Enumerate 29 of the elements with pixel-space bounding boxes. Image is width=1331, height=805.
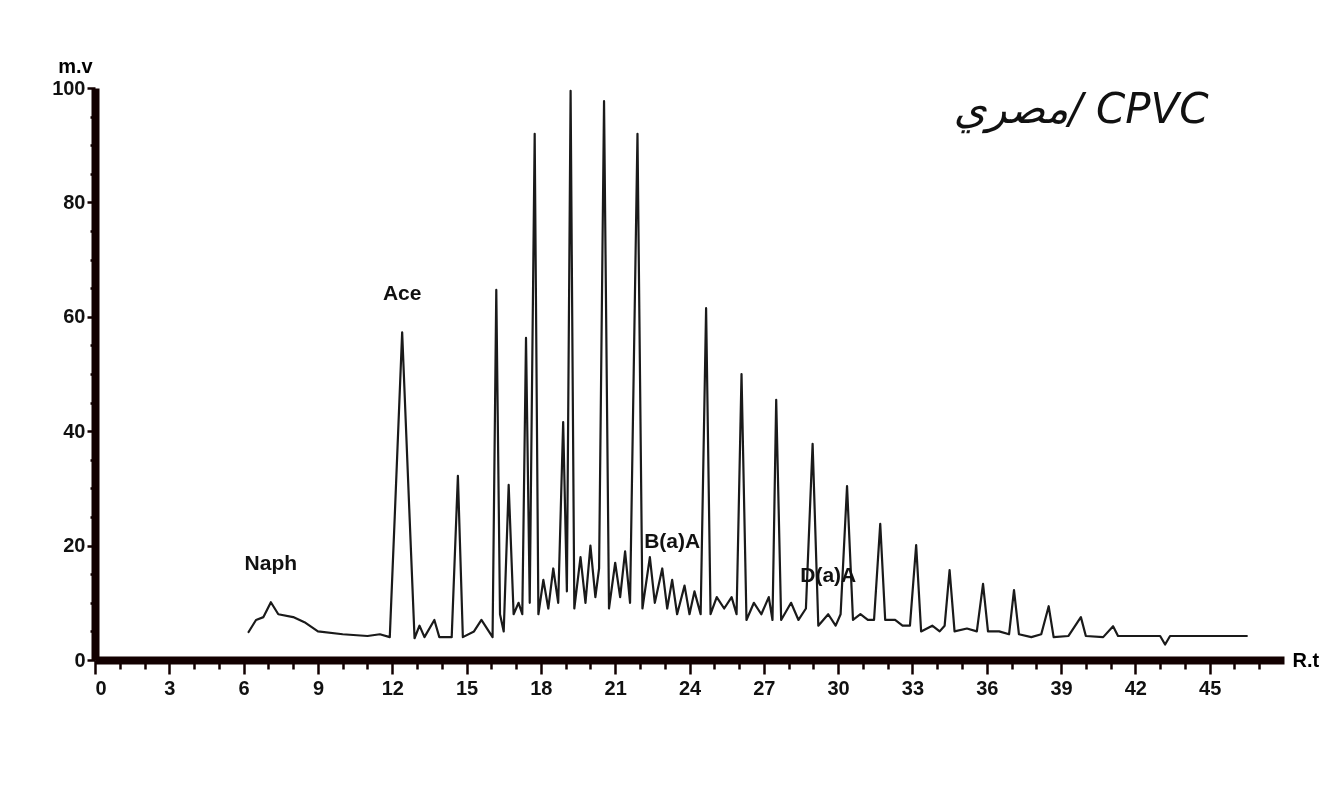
x-tick-label: 12 (381, 676, 404, 699)
annotation: Ace (382, 281, 422, 305)
x-tick-label: 24 (678, 676, 702, 699)
x-tick-label: 39 (1050, 676, 1073, 699)
x-tick-label: 6 (238, 676, 250, 699)
x-tick-label: 33 (901, 676, 925, 699)
y-tick-label: 20 (63, 534, 86, 557)
y-tick-label: 0 (74, 648, 86, 671)
x-tick-label: 18 (530, 676, 553, 699)
annotation: Naph (244, 551, 298, 575)
x-tick-label: 27 (753, 676, 776, 699)
chart-title: مصري/ CPVC (953, 84, 1210, 134)
x-tick-label: 3 (164, 676, 176, 699)
x-tick-label: 45 (1199, 676, 1222, 699)
y-tick-label: 60 (63, 305, 86, 328)
x-tick-label: 15 (455, 676, 479, 699)
y-tick-label: 100 (52, 76, 86, 99)
y-axis-title: m.v (58, 54, 94, 77)
x-tick-label: 30 (827, 676, 850, 699)
x-tick-label: 21 (604, 676, 627, 699)
annotation: B(a)A (644, 528, 701, 552)
y-tick-label: 40 (63, 419, 86, 442)
x-tick-label: 0 (95, 676, 107, 699)
y-tick-label: 80 (63, 190, 86, 213)
line-series (247, 89, 1248, 646)
x-tick-label: 42 (1124, 676, 1147, 699)
x-tick-label: 9 (312, 676, 324, 699)
x-axis-title: R.t (1292, 648, 1320, 671)
x-tick-label: 36 (976, 676, 999, 699)
